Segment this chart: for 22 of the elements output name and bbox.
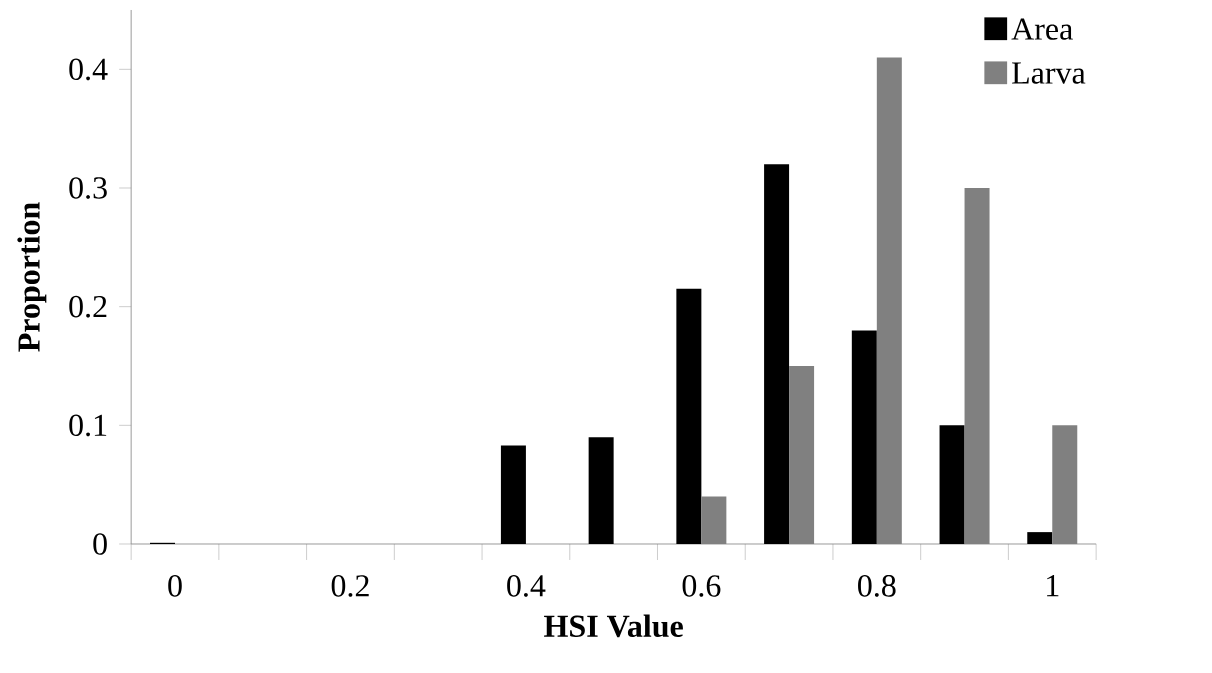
bar <box>851 330 877 544</box>
bar <box>1027 532 1053 544</box>
bar <box>764 164 790 544</box>
y-tick-label: 0 <box>93 533 107 555</box>
bar <box>939 425 965 544</box>
y-tick-label: 0.2 <box>69 295 107 318</box>
x-tick-label: 1 <box>1047 575 1059 597</box>
x-tick-label: 0.2 <box>331 575 369 597</box>
x-tick-label: 0.6 <box>682 575 721 597</box>
legend-label: Larva <box>1012 62 1086 84</box>
bar <box>676 288 702 544</box>
y-tick-label: 0.3 <box>69 177 107 199</box>
x-axis-title: HSI Value <box>544 614 683 638</box>
y-tick-label: 0.1 <box>69 414 107 437</box>
legend-label: Area <box>1011 18 1073 40</box>
x-tick-label: 0.4 <box>507 575 546 597</box>
y-axis-title: Proportion <box>17 202 47 352</box>
bar <box>500 445 526 544</box>
x-tick-label: 0.8 <box>858 575 896 597</box>
x-tick-label: 0 <box>168 575 182 597</box>
bar <box>588 437 614 544</box>
y-tick-label: 0.4 <box>69 58 108 81</box>
